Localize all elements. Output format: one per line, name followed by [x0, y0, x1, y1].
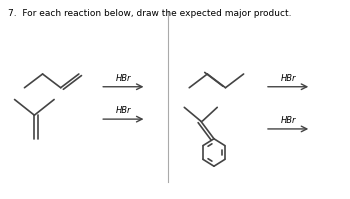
Text: HBr: HBr	[116, 74, 131, 83]
Text: HBr: HBr	[116, 106, 131, 115]
Text: HBr: HBr	[280, 116, 296, 125]
Text: HBr: HBr	[280, 74, 296, 83]
Text: 7.  For each reaction below, draw the expected major product.: 7. For each reaction below, draw the exp…	[8, 9, 292, 18]
